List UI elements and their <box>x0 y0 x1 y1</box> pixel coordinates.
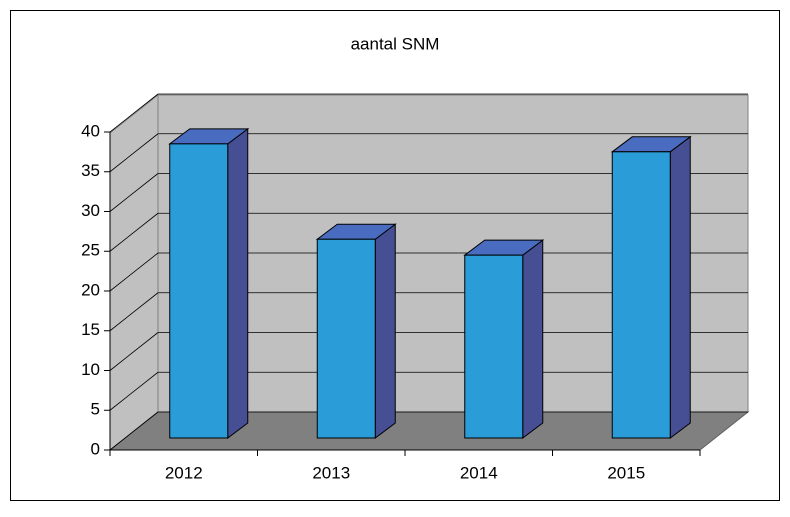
grid-line <box>109 93 159 133</box>
x-tick-label: 2012 <box>165 463 203 482</box>
bar <box>611 151 671 439</box>
bar <box>316 238 376 439</box>
y-tick-label: 0 <box>91 439 100 458</box>
x-tick-label: 2015 <box>607 463 645 482</box>
y-tick-label: 35 <box>81 161 100 180</box>
bar-side <box>669 135 691 439</box>
chart-title: aantal SNM <box>351 34 440 53</box>
grid-line <box>109 292 159 332</box>
grid-line <box>109 173 159 212</box>
y-tick-label: 20 <box>81 280 100 299</box>
grid-line <box>109 252 159 292</box>
grid-line <box>109 212 159 252</box>
bar <box>169 143 229 439</box>
bar-side <box>374 223 396 439</box>
grid-line <box>109 133 159 173</box>
x-tick-label: 2014 <box>460 463 498 482</box>
grid-line <box>109 332 159 371</box>
y-tick-label: 5 <box>91 400 100 419</box>
y-tick-label: 10 <box>81 360 100 379</box>
grid-line <box>109 411 159 451</box>
y-tick-label: 25 <box>81 241 100 260</box>
y-tick-label: 15 <box>81 320 100 339</box>
y-tick-label: 30 <box>81 201 100 220</box>
bar <box>464 254 524 439</box>
grid-line <box>109 371 159 411</box>
x-tick-label: 2013 <box>312 463 350 482</box>
y-tick-label: 40 <box>81 121 100 140</box>
bar-side <box>522 239 544 439</box>
bar-side <box>227 127 249 439</box>
